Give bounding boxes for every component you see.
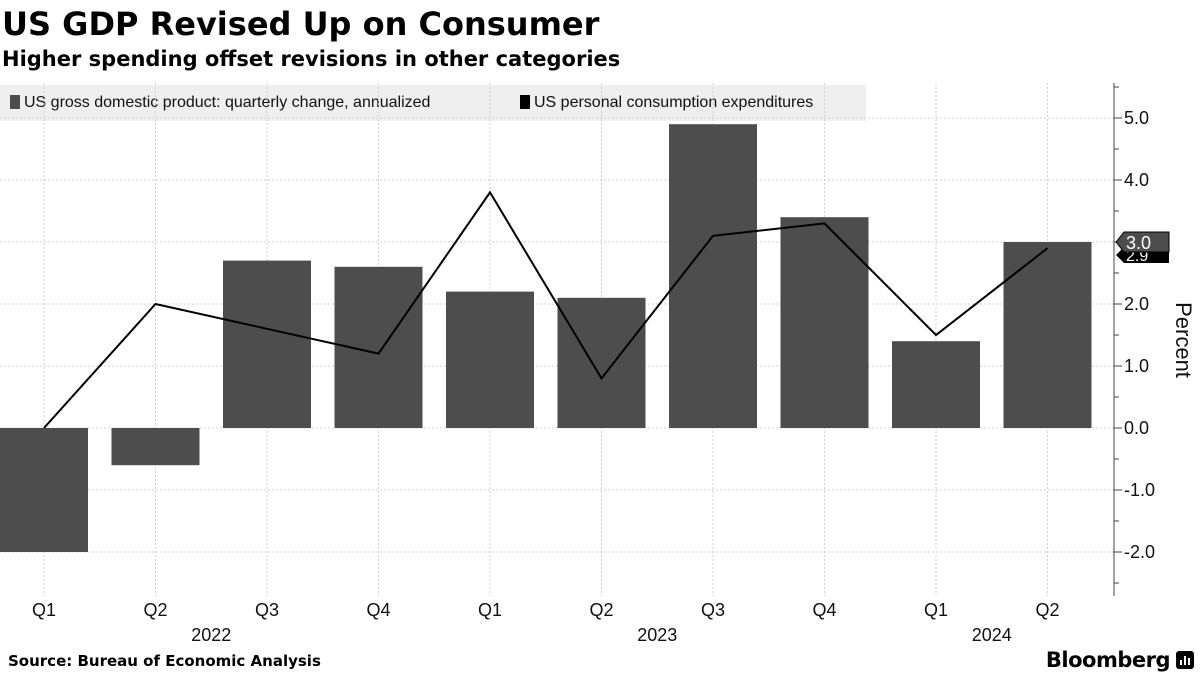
gdp-bar-9 [1003, 242, 1092, 428]
legend-swatch-gdp [10, 95, 20, 109]
gdp-bar-5 [557, 297, 646, 428]
bloomberg-icon [1176, 651, 1194, 669]
y-tick-label-6: -1.0 [1124, 480, 1155, 500]
last-value-tag-gdp [1115, 231, 1170, 253]
chart-subtitle: Higher spending offset revisions in othe… [2, 47, 621, 71]
y-axis-title: Percent [1171, 302, 1196, 378]
legend-label-pce: US personal consumption expenditures [534, 94, 814, 111]
x-tick-label-5: Q2 [589, 600, 613, 620]
last-value-label-gdp: 3.0 [1126, 233, 1151, 253]
x-year-label-2: 2024 [972, 625, 1012, 645]
y-tick-label-0: 5.0 [1124, 108, 1149, 128]
bloomberg-logo: Bloomberg [1046, 646, 1194, 674]
legend-item-pce: US personal consumption expenditures [520, 85, 813, 121]
x-tick-label-7: Q4 [812, 600, 836, 620]
x-tick-label-4: Q1 [478, 600, 502, 620]
y-tick-label-5: 0.0 [1124, 418, 1149, 438]
x-tick-label-1: Q2 [143, 600, 167, 620]
x-year-label-0: 2022 [191, 625, 231, 645]
gdp-bar-7 [780, 217, 869, 428]
gdp-bar-2 [223, 260, 311, 428]
y-tick-label-4: 1.0 [1124, 356, 1149, 376]
chart-title: US GDP Revised Up on Consumer [2, 5, 600, 43]
gdp-bar-6 [669, 124, 757, 428]
x-tick-label-6: Q3 [701, 600, 725, 620]
x-year-label-1: 2023 [637, 625, 677, 645]
x-tick-label-3: Q4 [366, 600, 390, 620]
y-tick-label-7: -2.0 [1124, 542, 1155, 562]
source-note: Source: Bureau of Economic Analysis [8, 652, 321, 670]
x-tick-label-8: Q1 [924, 600, 948, 620]
gdp-bar-4 [446, 291, 534, 428]
brand-name: Bloomberg [1045, 648, 1171, 672]
legend-swatch-pce [520, 95, 530, 109]
y-tick-label-3: 2.0 [1124, 294, 1149, 314]
legend: US gross domestic product: quarterly cha… [0, 85, 866, 121]
gdp-bar-0 [0, 428, 88, 552]
x-tick-label-9: Q2 [1035, 600, 1059, 620]
pce-line [43, 190, 1049, 429]
legend-item-gdp: US gross domestic product: quarterly cha… [10, 85, 430, 121]
x-tick-label-0: Q1 [32, 600, 56, 620]
gdp-bar-8 [892, 341, 980, 428]
gdp-bar-1 [111, 428, 200, 466]
legend-label-gdp: US gross domestic product: quarterly cha… [24, 94, 431, 111]
y-tick-label-1: 4.0 [1124, 170, 1149, 190]
x-tick-label-2: Q3 [255, 600, 279, 620]
